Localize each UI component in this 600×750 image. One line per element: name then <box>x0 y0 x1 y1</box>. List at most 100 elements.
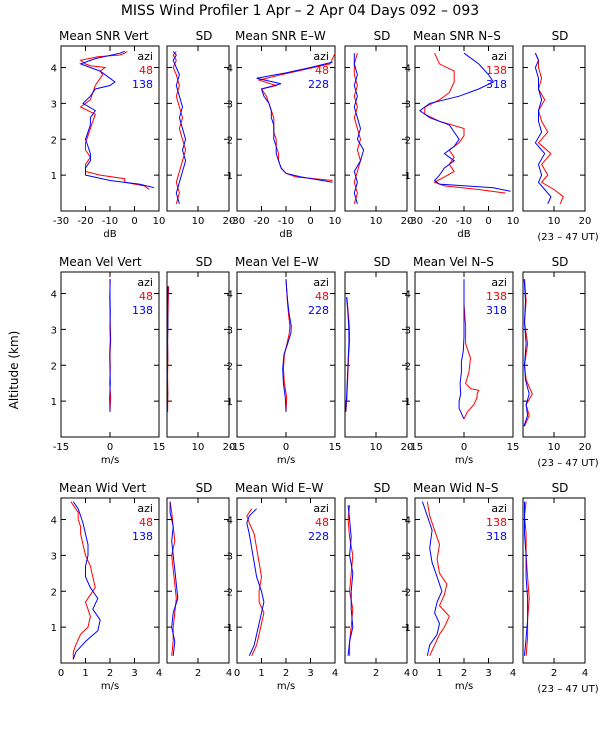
azi-value-blue: 138 <box>132 530 153 543</box>
mean-axes-xtick-label: 1 <box>82 668 88 679</box>
azi-header: azi <box>491 50 507 63</box>
mean-axes-xtick-label: -20 <box>253 216 269 227</box>
sd-axes-xtick-label: 4 <box>582 668 588 679</box>
azi-value-red: 138 <box>486 516 507 529</box>
mean-profile-series-48 <box>70 501 96 660</box>
mean-axes-ytick-label: 3 <box>227 325 233 336</box>
sd-axes-xtick-label: 2 <box>551 668 557 679</box>
mean-panel-title: Mean Vel E–W <box>235 255 319 269</box>
mean-panel-title: Mean SNR E–W <box>235 29 326 43</box>
sd-axes-xtick-label: 10 <box>192 216 205 227</box>
mean-axes-xtick-label: 0 <box>461 442 467 453</box>
mean-axes-ytick-label: 2 <box>405 361 411 372</box>
mean-axes-xtick-label: 15 <box>507 442 520 453</box>
mean-profile-series-48 <box>246 508 265 657</box>
sd-profile-series-228 <box>347 505 354 656</box>
mean-axes-ytick-label: 3 <box>405 551 411 562</box>
sd-profile-series-48 <box>347 505 354 656</box>
azi-value-blue: 138 <box>132 304 153 317</box>
mean-axes-ytick-label: 4 <box>405 64 411 75</box>
mean-profile-series-318 <box>458 279 465 420</box>
mean-panel-title: Mean SNR Vert <box>59 29 149 43</box>
mean-profile-series-318 <box>421 501 443 656</box>
x-axis-unit: m/s <box>455 455 473 466</box>
azi-header: azi <box>313 276 329 289</box>
mean-panel-title: Mean SNR N–S <box>413 29 501 43</box>
mean-axes-ytick-label: 3 <box>51 325 57 336</box>
sd-panel-title: SD <box>374 481 391 495</box>
sd-axes-xtick-label: 2 <box>195 668 201 679</box>
mean-axes-ytick-label: 2 <box>51 135 57 146</box>
mean-axes-ytick-label: 4 <box>227 290 233 301</box>
mean-axes-xtick-label: 15 <box>153 442 166 453</box>
mean-axes-ytick-label: 2 <box>51 587 57 598</box>
mean-profile-series-138 <box>79 50 155 189</box>
sd-panel-title: SD <box>552 481 569 495</box>
mean-panel-title: Mean Vel N–S <box>413 255 494 269</box>
sd-axes-xtick-label: 10 <box>192 442 205 453</box>
mean-axes-xtick-label: -10 <box>278 216 294 227</box>
mean-axes-ytick-label: 2 <box>227 361 233 372</box>
mean-profile-series-138 <box>463 279 480 420</box>
azi-value-blue: 228 <box>308 530 329 543</box>
x-axis-unit: dB <box>279 229 292 240</box>
azi-value-blue: 318 <box>486 304 507 317</box>
mean-axes-xtick-label: -30 <box>407 216 423 227</box>
altitude-axis-label: Altitude (km) <box>7 331 21 410</box>
sd-panel-title: SD <box>196 255 213 269</box>
sd-panel-title: SD <box>196 481 213 495</box>
azi-header: azi <box>137 276 153 289</box>
azi-value-red: 138 <box>486 290 507 303</box>
azi-header: azi <box>137 502 153 515</box>
sd-axes-frame <box>344 497 408 664</box>
mean-axes-ytick-label: 1 <box>227 397 233 408</box>
mean-axes-ytick-label: 1 <box>51 623 57 634</box>
mean-axes-xtick-label: 0 <box>107 442 113 453</box>
mean-axes-xtick-label: 2 <box>283 668 289 679</box>
mean-axes-xtick-label: -15 <box>229 442 245 453</box>
mean-axes-xtick-label: -30 <box>53 216 69 227</box>
sd-axes-xtick-label: 20 <box>579 442 592 453</box>
mean-axes-xtick-label: 10 <box>153 216 166 227</box>
sd-axes-xtick-label: 20 <box>401 442 414 453</box>
sd-panel-title: SD <box>552 255 569 269</box>
mean-axes-xtick-label: 0 <box>58 668 64 679</box>
sd-panel-title: SD <box>196 29 213 43</box>
mean-axes-xtick-label: 3 <box>131 668 137 679</box>
mean-axes-xtick-label: 0 <box>131 216 137 227</box>
mean-axes-xtick-label: 0 <box>307 216 313 227</box>
time-range-note: (23 – 47 UT) <box>537 684 598 695</box>
mean-panel-title: Mean Wid N–S <box>413 481 498 495</box>
mean-axes-ytick-label: 4 <box>405 516 411 527</box>
mean-axes-ytick-label: 1 <box>405 397 411 408</box>
mean-axes-xtick-label: -20 <box>431 216 447 227</box>
azi-value-red: 48 <box>315 516 329 529</box>
azi-value-red: 48 <box>139 64 153 77</box>
sd-axes-xtick-label: 4 <box>404 668 410 679</box>
sd-axes-frame <box>522 271 586 438</box>
azi-value-red: 48 <box>139 516 153 529</box>
sd-axes-xtick-label: 10 <box>548 216 561 227</box>
azi-value-blue: 138 <box>132 78 153 91</box>
sd-profile-series-138 <box>169 501 179 656</box>
azi-value-red: 48 <box>315 290 329 303</box>
mean-axes-xtick-label: 10 <box>507 216 520 227</box>
mean-axes-xtick-label: -10 <box>456 216 472 227</box>
sd-axes-xtick-label: 10 <box>370 442 383 453</box>
sd-profile-series-138 <box>523 501 530 656</box>
mean-axes-ytick-label: 1 <box>227 171 233 182</box>
mean-profile-series-138 <box>426 501 450 657</box>
sd-profile-series-48 <box>172 51 187 204</box>
sd-axes-xtick-label: 20 <box>223 442 236 453</box>
azi-value-blue: 318 <box>486 530 507 543</box>
x-axis-unit: m/s <box>455 681 473 692</box>
mean-axes-xtick-label: 3 <box>307 668 313 679</box>
